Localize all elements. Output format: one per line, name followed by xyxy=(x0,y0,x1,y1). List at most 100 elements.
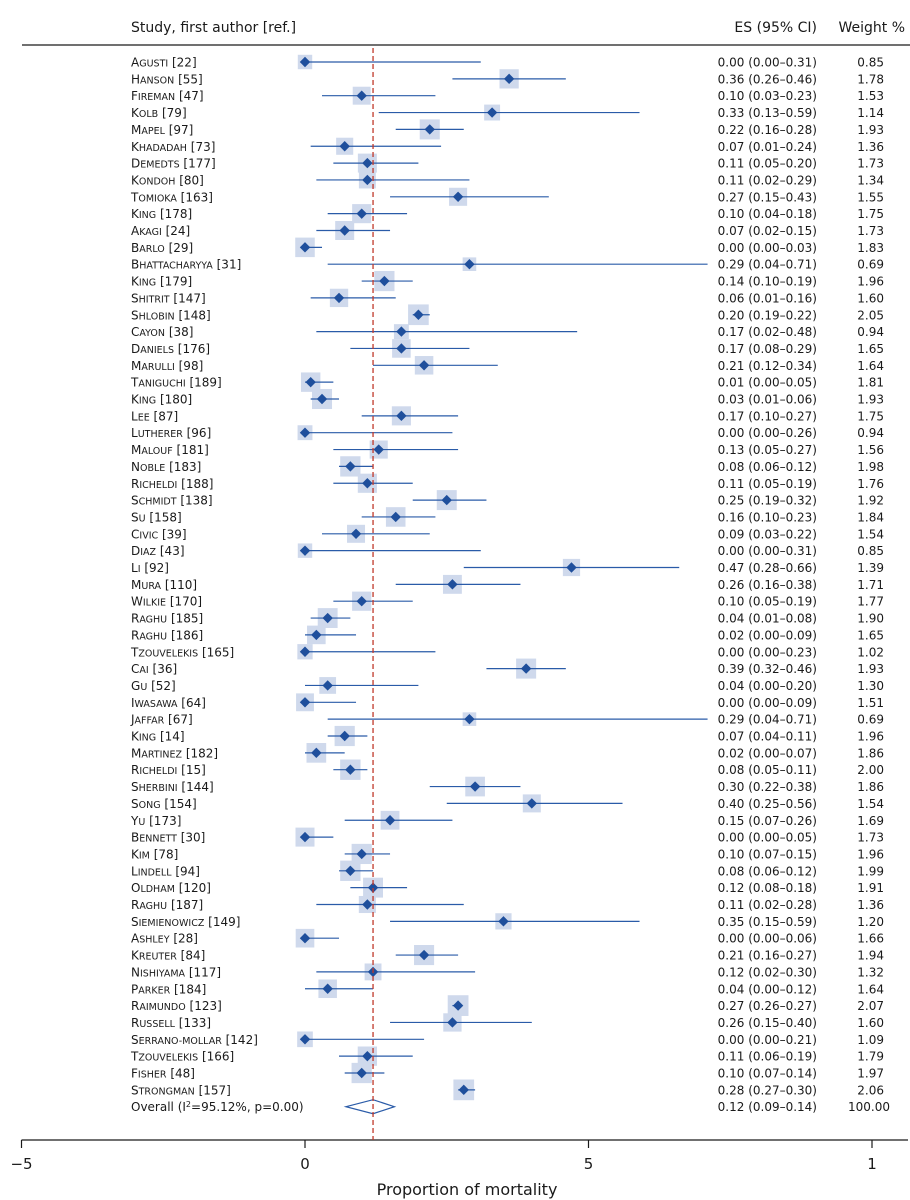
study-author-initial: A xyxy=(131,56,140,70)
point-estimate xyxy=(396,410,407,422)
study-author-rest: APEL xyxy=(141,126,165,137)
study-author-initial: S xyxy=(131,1033,139,1047)
study-weight: 0.69 xyxy=(857,258,884,272)
point-estimate xyxy=(299,646,311,657)
study-author-rest: ISHER xyxy=(138,1070,167,1081)
study-ref: [80] xyxy=(175,173,203,187)
study-weight: 1.60 xyxy=(857,1016,884,1030)
study-author: PARKER xyxy=(131,982,171,996)
study-author: CIVIC xyxy=(131,527,158,541)
point-estimate xyxy=(356,596,367,607)
point-estimate xyxy=(441,494,452,506)
study-label: LINDELL [94] xyxy=(131,864,200,878)
study-row: SHLOBIN [148] 0.20 (0.19–0.22) 2.05 xyxy=(131,304,884,326)
study-ref: [133] xyxy=(175,1016,211,1030)
study-author-initial: N xyxy=(131,460,140,474)
study-row: RAGHU [185] 0.04 (0.01–0.08) 1.90 xyxy=(131,608,884,628)
study-weight: 1.75 xyxy=(857,409,884,423)
study-es: 0.12 (0.08–0.18) xyxy=(718,881,817,895)
study-ref: [185] xyxy=(167,612,203,626)
study-label: TZOUVELEKIS [165] xyxy=(130,645,234,659)
study-weight: 1.65 xyxy=(857,628,884,642)
study-es: 0.08 (0.05–0.11) xyxy=(718,763,817,777)
study-row: MARTINEZ [182] 0.02 (0.00–0.07) 1.86 xyxy=(131,743,884,763)
point-estimate xyxy=(362,157,373,169)
study-author-rest: AIMUNDO xyxy=(139,1002,185,1013)
study-es: 0.29 (0.04–0.71) xyxy=(718,258,817,272)
point-estimate xyxy=(447,579,458,590)
study-weight: 0.85 xyxy=(857,544,884,558)
study-row: FISHER [48] 0.10 (0.07–0.14) 1.97 xyxy=(131,1062,884,1084)
study-author-initial: R xyxy=(131,477,139,491)
study-author-initial: G xyxy=(131,679,140,693)
study-author-initial: R xyxy=(131,628,139,642)
study-author-initial: K xyxy=(131,106,140,120)
study-ref: [120] xyxy=(175,881,211,895)
study-weight: 1.83 xyxy=(857,241,884,255)
study-row: CIVIC [39] 0.09 (0.03–0.22) 1.54 xyxy=(131,524,884,543)
study-label: KOLB [79] xyxy=(131,106,187,120)
study-es: 0.00 (0.00–0.05) xyxy=(718,831,817,845)
point-estimate xyxy=(498,916,509,927)
study-ref: [31] xyxy=(213,258,241,272)
study-es: 0.04 (0.01–0.08) xyxy=(718,612,817,626)
point-estimate xyxy=(345,764,356,775)
study-author: KREUTER xyxy=(131,949,177,963)
study-label: DANIELS [176] xyxy=(131,342,210,356)
point-estimate xyxy=(299,1034,311,1045)
study-author-rest: IVIC xyxy=(139,530,158,541)
study-row: GU [52] 0.04 (0.00–0.20) 1.30 xyxy=(131,677,884,694)
study-author-initial: K xyxy=(131,847,140,861)
study-weight: 1.34 xyxy=(857,173,884,187)
study-author-initial: K xyxy=(131,949,140,963)
study-es: 0.21 (0.12–0.34) xyxy=(718,359,817,373)
study-ref: [117] xyxy=(185,965,221,979)
study-ref: [147] xyxy=(170,291,206,305)
study-weight: 1.86 xyxy=(857,780,884,794)
study-es: 0.09 (0.03–0.22) xyxy=(718,527,817,541)
study-weight: 1.09 xyxy=(857,1033,884,1047)
study-author: KOLB xyxy=(131,106,158,120)
point-estimate xyxy=(367,882,379,893)
study-row: HANSON [55] 0.36 (0.26–0.46) 1.78 xyxy=(131,69,884,89)
point-estimate xyxy=(418,360,430,371)
point-estimate xyxy=(566,562,577,573)
study-es: 0.14 (0.10–0.19) xyxy=(718,275,817,289)
study-weight: 1.81 xyxy=(857,376,884,390)
study-author: NOBLE xyxy=(131,460,165,474)
study-weight: 1.53 xyxy=(857,89,884,103)
point-estimate xyxy=(362,174,373,186)
study-weight: 1.36 xyxy=(857,140,884,154)
study-es: 0.26 (0.15–0.40) xyxy=(718,1016,817,1030)
study-author-initial: D xyxy=(131,544,140,558)
study-label: KING [179] xyxy=(131,275,192,289)
study-weight: 1.14 xyxy=(857,106,884,120)
study-weight: 1.51 xyxy=(857,696,884,710)
study-author-initial: L xyxy=(131,864,138,878)
study-author-rest: ARLO xyxy=(139,244,165,255)
study-weight: 1.75 xyxy=(857,207,884,221)
study-ref: [180] xyxy=(156,393,192,407)
study-author-initial: I xyxy=(131,696,135,710)
study-label: FISHER [48] xyxy=(131,1067,195,1081)
study-es: 0.00 (0.00–0.31) xyxy=(718,56,817,70)
study-weight: 1.73 xyxy=(857,157,884,171)
overall-es: 0.12 (0.09–0.14) xyxy=(718,1100,817,1114)
point-estimate xyxy=(356,1067,367,1079)
study-author-initial: T xyxy=(130,376,139,390)
study-author-initial: T xyxy=(130,1050,139,1064)
study-author-rest: AGHU xyxy=(139,901,167,912)
study-author-rest: ICHELDI xyxy=(139,480,177,491)
point-estimate xyxy=(396,326,407,337)
study-ref: [154] xyxy=(161,797,197,811)
study-label: KING [178] xyxy=(131,207,192,221)
overall-label-prefix: Overall (I xyxy=(131,1100,186,1114)
study-row: AGUSTI [22] 0.00 (0.00–0.31) 0.85 xyxy=(131,54,884,70)
study-author: MARULLI xyxy=(131,359,175,373)
study-es: 0.47 (0.28–0.66) xyxy=(718,561,817,575)
study-author: SONG xyxy=(131,797,161,811)
study-author-initial: O xyxy=(131,881,140,895)
study-es: 0.10 (0.07–0.14) xyxy=(718,1067,817,1081)
study-author-initial: F xyxy=(131,1067,138,1081)
